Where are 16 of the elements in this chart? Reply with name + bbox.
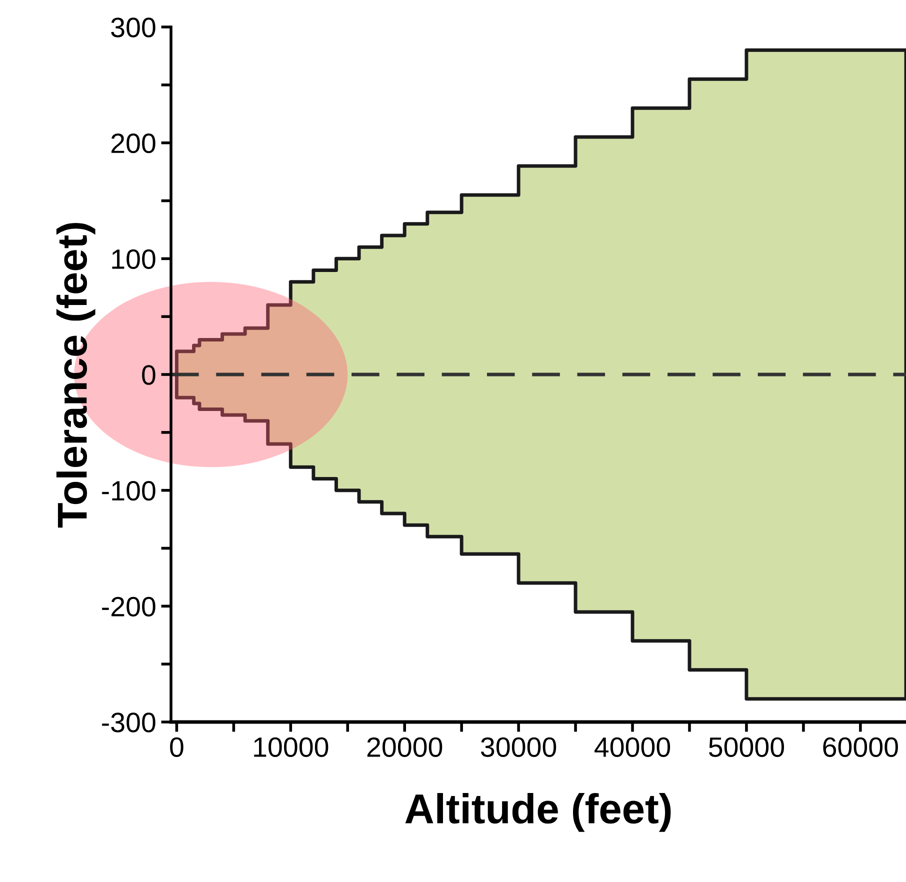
y-tick-label: 300 xyxy=(111,18,156,38)
x-tick-label: 50000 xyxy=(708,737,784,757)
y-tick-label: -300 xyxy=(102,712,156,732)
x-tick-label: 0 xyxy=(170,737,184,757)
y-axis-title: Tolerance (feet) xyxy=(56,222,96,528)
x-tick-label: 20000 xyxy=(367,737,442,757)
y-tick-label: 100 xyxy=(112,249,156,270)
x-axis-title: Altitude (feet) xyxy=(405,793,671,832)
y-tick-label: 200 xyxy=(111,134,156,154)
y-tick-label: -200 xyxy=(102,596,156,617)
x-tick-label: 10000 xyxy=(254,737,328,757)
x-tick-label: 60000 xyxy=(823,737,898,757)
x-tick-label: 30000 xyxy=(481,737,556,757)
x-tick-label: 40000 xyxy=(594,737,670,757)
y-tick-label: 0 xyxy=(142,365,156,385)
y-tick-label: -100 xyxy=(102,481,156,501)
